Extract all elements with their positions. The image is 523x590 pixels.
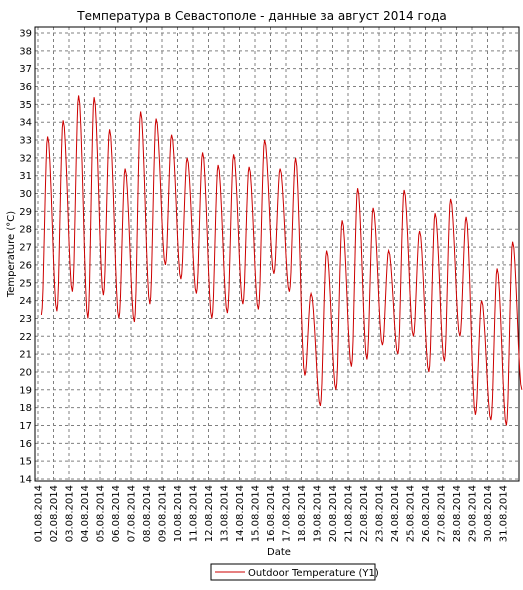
x-tick-label: 31.08.2014 [499,485,510,542]
y-tick-label: 21 [19,350,32,361]
y-tick-label: 25 [19,278,32,289]
x-tick-label: 10.08.2014 [173,485,184,542]
legend-box [210,563,376,581]
x-tick-label: 28.08.2014 [452,485,463,542]
x-tick-label: 17.08.2014 [282,485,293,542]
y-tick-label: 20 [19,367,32,378]
x-tick-label: 03.08.2014 [65,485,76,542]
x-tick-label: 20.08.2014 [328,485,339,542]
x-axis-ticks: 01.08.2014 02.08.2014 03.08.2014 04.08.2014… [34,485,510,542]
x-axis-label: Date [267,547,291,558]
x-tick-label: 16.08.2014 [266,485,277,542]
x-tick-label: 11.08.2014 [189,485,200,542]
series-line-outdoor-temperature [40,95,523,426]
x-tick-label: 24.08.2014 [390,485,401,542]
y-tick-label: 23 [19,314,32,325]
x-tick-label: 04.08.2014 [80,485,91,542]
y-tick-label: 36 [19,82,32,93]
plot-frame [34,26,520,482]
x-tick-label: 02.08.2014 [49,485,60,542]
x-tick-label: 30.08.2014 [483,485,494,542]
y-axis-label: Temperature (°C) [6,211,17,298]
y-tick-label: 29 [19,207,32,218]
x-tick-label: 13.08.2014 [220,485,231,542]
y-tick-label: 24 [19,296,32,307]
y-tick-label: 31 [19,171,32,182]
y-tick-label: 17 [19,421,32,432]
y-tick-label: 33 [19,136,32,147]
x-tick-label: 29.08.2014 [468,485,479,542]
x-tick-label: 22.08.2014 [359,485,370,542]
x-tick-label: 06.08.2014 [111,485,122,542]
x-tick-label: 01.08.2014 [34,485,45,542]
y-tick-label: 38 [19,46,32,57]
x-tick-label: 14.08.2014 [235,485,246,542]
grid-lines [35,27,519,481]
y-tick-label: 19 [19,385,32,396]
legend: Outdoor Temperature (Y1) [210,563,379,581]
y-tick-label: 30 [19,189,32,200]
y-tick-label: 28 [19,225,32,236]
x-tick-label: 27.08.2014 [437,485,448,542]
y-tick-label: 26 [19,260,32,271]
y-tick-label: 27 [19,243,32,254]
chart-title: Температура в Севастополе - данные за ав… [76,9,447,23]
y-tick-label: 16 [19,439,32,450]
x-tick-label: 08.08.2014 [142,485,153,542]
y-tick-label: 14 [19,475,32,486]
x-tick-label: 07.08.2014 [127,485,138,542]
x-tick-label: 18.08.2014 [297,485,308,542]
y-tick-label: 39 [19,29,32,40]
legend-label: Outdoor Temperature (Y1) [248,568,379,579]
y-tick-label: 18 [19,403,32,414]
x-tick-label: 26.08.2014 [421,485,432,542]
x-tick-label: 05.08.2014 [96,485,107,542]
y-tick-label: 34 [19,118,32,129]
y-axis-ticks: 14 15 16 17 18 19 20 21 22 23 24 25 26 27 28 29 30 31 32 33… [19,29,32,486]
y-tick-label: 37 [19,64,32,75]
y-tick-label: 35 [19,100,32,111]
y-tick-label: 32 [19,153,32,164]
x-tick-label: 12.08.2014 [204,485,215,542]
x-tick-label: 19.08.2014 [313,485,324,542]
x-tick-label: 15.08.2014 [251,485,262,542]
x-tick-label: 25.08.2014 [406,485,417,542]
x-tick-label: 23.08.2014 [375,485,386,542]
x-tick-label: 09.08.2014 [158,485,169,542]
y-tick-label: 15 [19,457,32,468]
x-tick-label: 21.08.2014 [344,485,355,542]
y-tick-label: 22 [19,332,32,343]
